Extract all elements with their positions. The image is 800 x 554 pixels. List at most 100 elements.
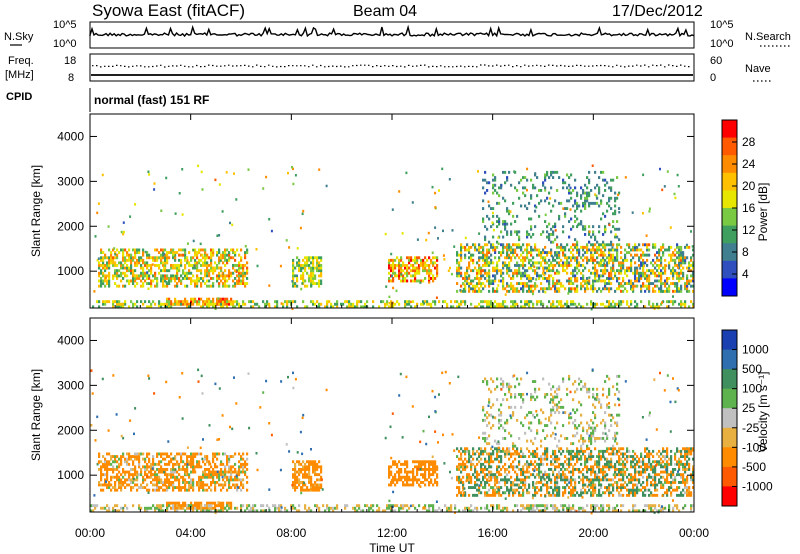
- heatmap-cell: [544, 245, 547, 249]
- heatmap-cell: [392, 302, 395, 306]
- heatmap-cell: [220, 501, 223, 505]
- heatmap-cell: [199, 242, 202, 246]
- heatmap-cell: [544, 271, 547, 275]
- heatmap-cell: [204, 248, 207, 252]
- heatmap-cell: [496, 289, 499, 293]
- heatmap-cell: [246, 266, 249, 270]
- heatmap-cell: [238, 277, 241, 280]
- heatmap-cell: [118, 457, 121, 461]
- heatmap-cell: [518, 230, 521, 234]
- heatmap-cell: [312, 264, 315, 267]
- heatmap-cell: [110, 256, 113, 260]
- heatmap-cell: [184, 473, 187, 477]
- heatmap-cell: [306, 488, 309, 492]
- heatmap-cell: [164, 248, 167, 252]
- heatmap-cell: [478, 232, 481, 235]
- heatmap-cell: [184, 504, 187, 508]
- heatmap-cell: [568, 176, 571, 179]
- heatmap-cell: [522, 243, 525, 247]
- heatmap-cell: [616, 302, 619, 306]
- heatmap-cell: [180, 258, 183, 262]
- heatmap-cell: [120, 230, 123, 234]
- heatmap-cell: [598, 287, 601, 291]
- heatmap-cell: [126, 462, 129, 466]
- heatmap-cell: [554, 284, 557, 288]
- heatmap-cell: [110, 462, 113, 466]
- heatmap-cell: [576, 264, 579, 267]
- heatmap-cell: [570, 488, 573, 492]
- heatmap-cell: [294, 266, 297, 270]
- heatmap-cell: [390, 264, 393, 267]
- heatmap-cell: [486, 473, 489, 477]
- heatmap-cell: [506, 481, 509, 484]
- heatmap-cell: [570, 452, 573, 456]
- heatmap-cell: [202, 300, 205, 304]
- heatmap-cell: [556, 465, 559, 469]
- heatmap-cell: [600, 261, 603, 265]
- heatmap-cell: [208, 279, 211, 283]
- heatmap-cell: [584, 475, 587, 479]
- heatmap-cell: [212, 271, 215, 275]
- heatmap-cell: [306, 465, 309, 469]
- heatmap-cell: [478, 488, 481, 492]
- heatmap-cell: [496, 245, 499, 249]
- heatmap-cell: [174, 256, 177, 260]
- heatmap-cell: [556, 271, 559, 275]
- heatmap-cell: [604, 271, 607, 275]
- heatmap-cell: [544, 178, 547, 182]
- heatmap-cell: [590, 449, 593, 453]
- heatmap-cell: [220, 274, 223, 278]
- heatmap-cell: [652, 258, 655, 262]
- heatmap-cell: [170, 266, 173, 270]
- heatmap-cell: [184, 302, 187, 306]
- heatmap-cell: [458, 271, 461, 275]
- heatmap-cell: [436, 271, 439, 275]
- heatmap-cell: [296, 264, 299, 267]
- heatmap-cell: [234, 277, 237, 280]
- heatmap-cell: [544, 258, 547, 262]
- heatmap-cell: [196, 465, 199, 469]
- heatmap-cell: [558, 493, 561, 497]
- heatmap-cell: [400, 274, 403, 278]
- heatmap-cell: [610, 248, 613, 252]
- heatmap-cell: [142, 269, 145, 273]
- heatmap-cell: [630, 279, 633, 283]
- heatmap-cell: [160, 261, 163, 265]
- heatmap-cell: [514, 287, 517, 291]
- heatmap-cell: [392, 481, 395, 484]
- heatmap-cell: [570, 491, 573, 495]
- heatmap-cell: [392, 269, 395, 273]
- heatmap-cell: [586, 245, 589, 249]
- heatmap-cell: [570, 287, 573, 291]
- heatmap-cell: [564, 256, 567, 260]
- heatmap-cell: [148, 488, 151, 492]
- heatmap-cell: [118, 251, 121, 254]
- heatmap-cell: [580, 271, 583, 275]
- heatmap-cell: [516, 483, 519, 487]
- heatmap-cell: [118, 475, 121, 479]
- heatmap-cell: [478, 455, 481, 458]
- heatmap-cell: [320, 266, 323, 270]
- heatmap-cell: [246, 462, 249, 466]
- heatmap-cell: [472, 284, 475, 288]
- heatmap-cell: [482, 478, 485, 482]
- heatmap-cell: [186, 468, 189, 471]
- heatmap-cell: [656, 274, 659, 278]
- heatmap-cell: [480, 470, 483, 474]
- heatmap-cell: [614, 470, 617, 474]
- heatmap-cell: [100, 475, 103, 479]
- heatmap-cell: [512, 483, 515, 487]
- heatmap-cell: [544, 266, 547, 270]
- heatmap-cell: [670, 271, 673, 275]
- heatmap-cell: [138, 486, 141, 489]
- heatmap-cell: [460, 248, 463, 252]
- heatmap-cell: [194, 279, 197, 283]
- heatmap-cell: [552, 491, 555, 495]
- heatmap-cell: [526, 245, 529, 249]
- heatmap-cell: [148, 300, 151, 304]
- heatmap-cell: [108, 274, 111, 278]
- heatmap-cell: [410, 478, 413, 482]
- heatmap-cell: [484, 460, 487, 464]
- heatmap-cell: [238, 460, 241, 464]
- heatmap-cell: [356, 302, 359, 306]
